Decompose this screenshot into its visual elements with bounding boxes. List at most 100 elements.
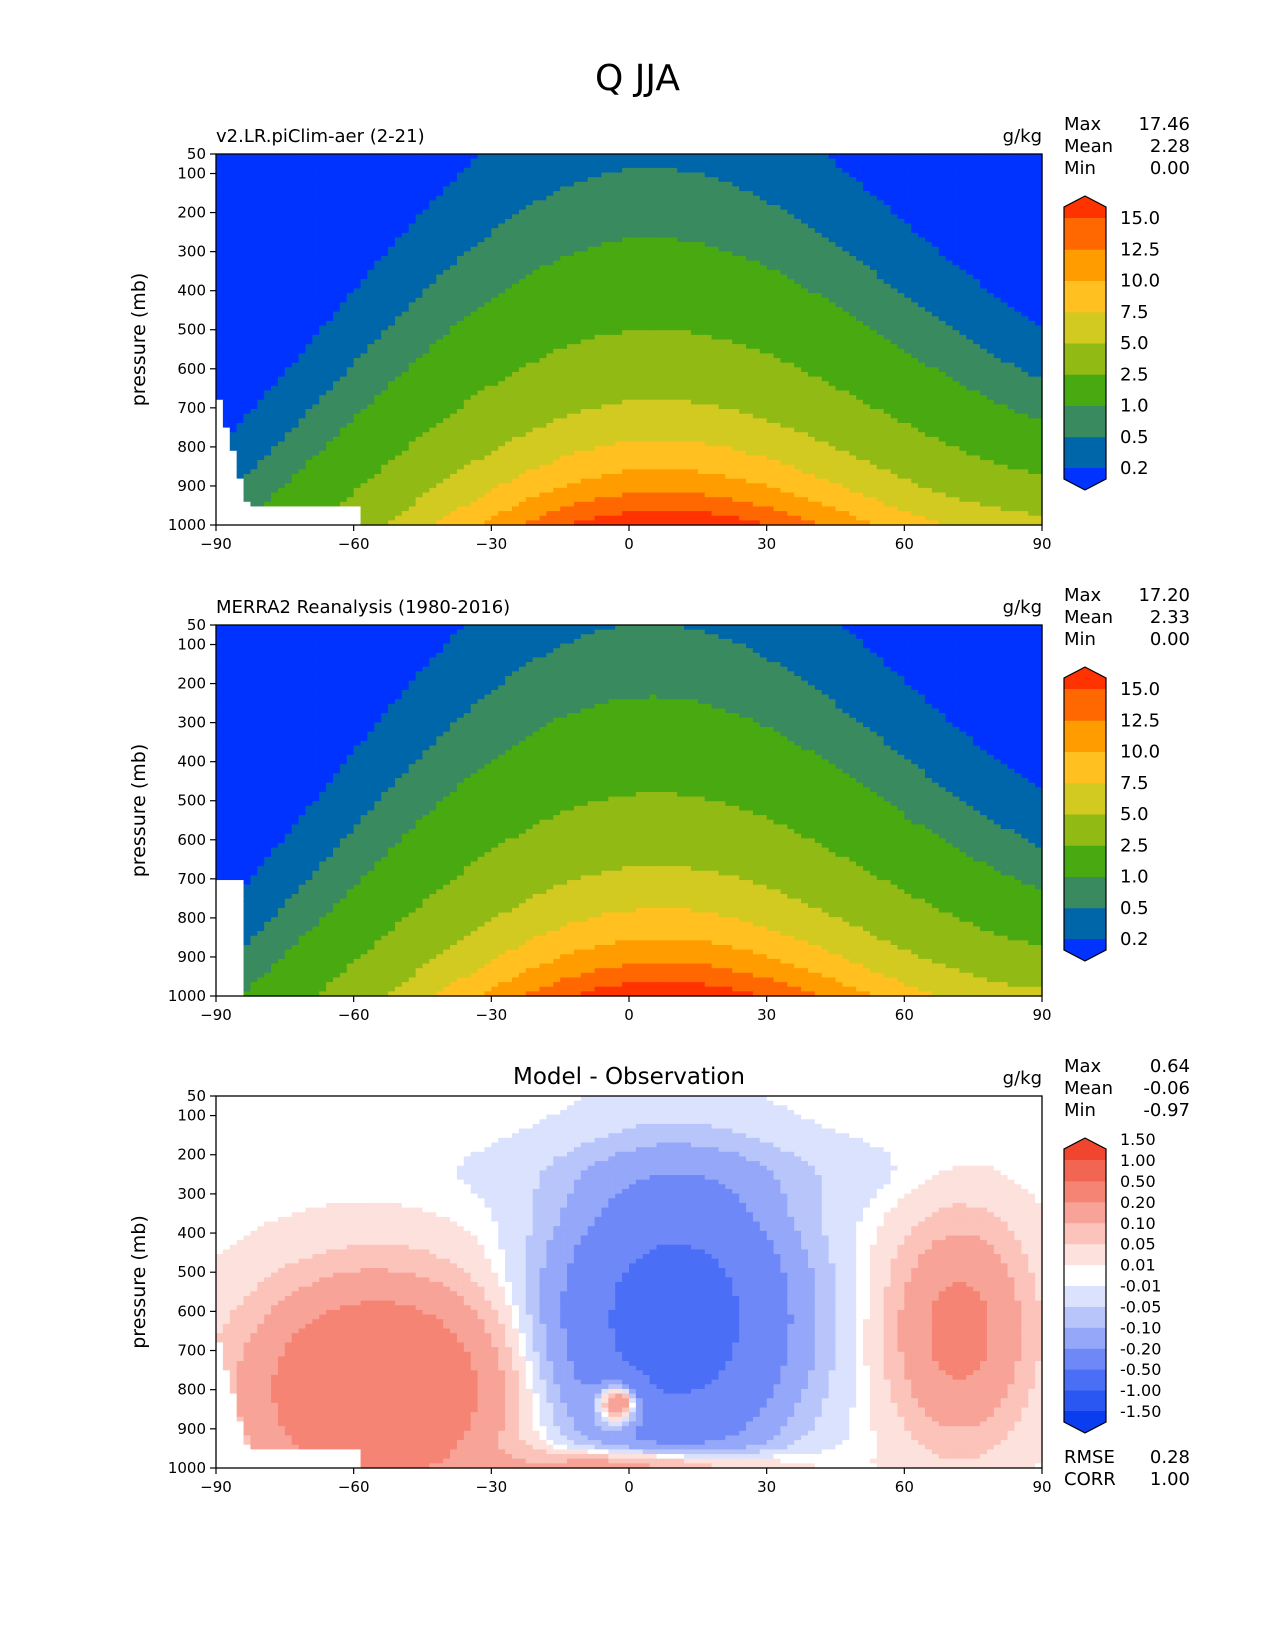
field-cell [243, 191, 252, 197]
field-cell [236, 297, 245, 303]
field-cell [918, 186, 926, 192]
field-cell [353, 195, 362, 201]
field-cell [856, 325, 864, 331]
field-cell [746, 242, 754, 248]
field-cell [635, 246, 644, 252]
field-cell [236, 339, 245, 345]
field-cell [326, 214, 334, 220]
field-cell [360, 200, 369, 206]
field-cell [277, 279, 286, 285]
field-cell [807, 246, 816, 252]
field-cell [635, 251, 644, 257]
field-cell [924, 320, 933, 327]
field-cell [952, 279, 960, 285]
field-cell [353, 218, 362, 225]
field-cell [704, 163, 713, 169]
field-cell [642, 200, 651, 206]
field-cell [918, 256, 926, 262]
field-cell [863, 205, 871, 211]
field-cell [718, 158, 726, 164]
field-cell [436, 288, 444, 294]
field-cell [333, 177, 341, 183]
field-cell [876, 339, 885, 345]
field-cell [277, 218, 286, 225]
field-cell [656, 237, 665, 243]
field-cell [415, 195, 424, 201]
field-cell [367, 256, 375, 262]
field-cell [938, 172, 947, 178]
field-cell [601, 256, 609, 262]
field-cell [250, 269, 258, 276]
field-cell [684, 288, 692, 294]
field-cell [360, 232, 369, 239]
field-cell [746, 256, 754, 262]
field-cell [711, 232, 720, 239]
field-cell [505, 288, 513, 294]
field-cell [567, 158, 575, 164]
field-cell [759, 214, 768, 220]
field-cell [849, 316, 857, 322]
field-cell [773, 237, 782, 243]
field-cell [477, 344, 486, 350]
field-cell [649, 186, 658, 192]
field-cell [759, 158, 768, 164]
field-cell [952, 237, 960, 243]
field-cell [429, 269, 437, 276]
field-cell [711, 209, 720, 215]
field-cell [649, 279, 658, 285]
field-cell [429, 209, 437, 215]
field-cell [587, 228, 596, 234]
field-cell [697, 191, 706, 197]
field-cell [993, 177, 1002, 183]
field-cell [924, 288, 933, 294]
field-cell [415, 256, 424, 262]
field-cell [670, 158, 678, 164]
field-cell [422, 302, 430, 308]
field-cell [849, 158, 857, 164]
field-cell [945, 191, 954, 197]
field-cell [821, 214, 830, 220]
field-cell [560, 325, 568, 331]
field-cell [518, 163, 527, 169]
field-cell [236, 256, 245, 262]
field-cell [918, 205, 926, 211]
field-cell [560, 177, 568, 183]
field-cell [450, 293, 458, 299]
field-cell [271, 214, 279, 220]
field-cell [511, 237, 520, 243]
field-cell [973, 288, 981, 294]
field-cell [924, 154, 933, 160]
field-cell [766, 218, 775, 225]
field-cell [904, 177, 912, 183]
field-cell [463, 205, 472, 211]
field-cell [463, 163, 472, 169]
field-cell [346, 256, 355, 262]
field-cell [649, 330, 658, 336]
field-cell [353, 200, 362, 206]
field-cell [546, 154, 554, 160]
field-cell [450, 232, 458, 239]
field-cell [980, 246, 988, 252]
field-cell [477, 334, 486, 341]
field-cell [704, 195, 713, 201]
field-cell [952, 218, 960, 225]
field-cell [697, 205, 706, 211]
field-cell [298, 218, 307, 225]
field-cell [353, 279, 362, 285]
field-cell [271, 246, 279, 252]
field-cell [986, 279, 995, 285]
field-cell [863, 242, 871, 248]
field-cell [388, 158, 396, 164]
field-cell [319, 325, 327, 331]
field-cell [794, 209, 802, 215]
field-cell [670, 274, 678, 280]
field-cell [505, 205, 513, 211]
field-cell [394, 265, 403, 271]
field-cell [429, 316, 437, 322]
field-cell [787, 177, 795, 183]
field-cell [986, 293, 995, 299]
field-cell [973, 200, 981, 206]
field-cell [484, 316, 492, 322]
field-cell [298, 242, 307, 248]
field-cell [945, 223, 954, 229]
